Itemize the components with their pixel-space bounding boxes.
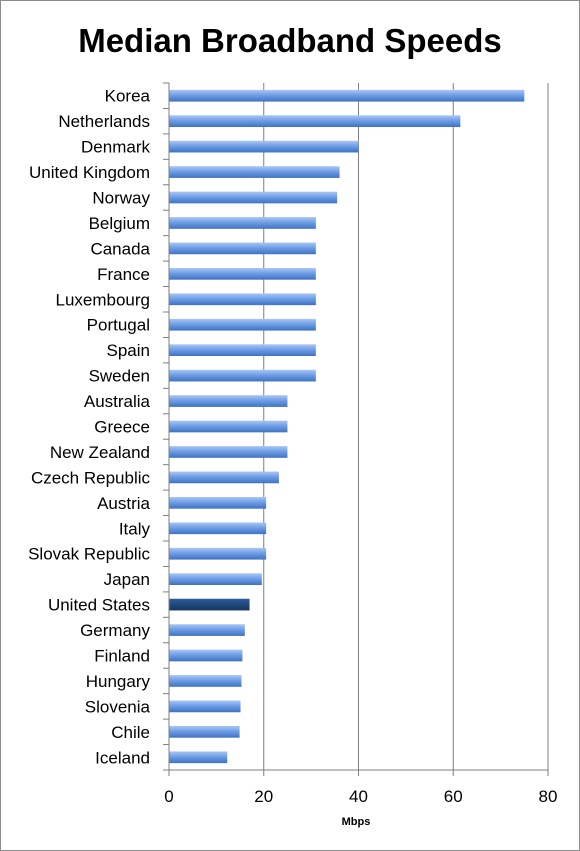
category-label-germany: Germany [80, 621, 150, 640]
category-label-spain: Spain [107, 341, 150, 360]
category-label-belgium: Belgium [89, 214, 150, 233]
bar-netherlands [169, 115, 461, 128]
category-label-finland: Finland [94, 647, 150, 666]
bar-denmark [169, 140, 359, 153]
x-tick-label: 80 [539, 787, 558, 806]
bar-italy [169, 522, 267, 535]
bar-greece [169, 420, 288, 433]
bar-hungary [169, 675, 242, 687]
category-label-portugal: Portugal [87, 316, 150, 335]
bar-australia [169, 395, 288, 407]
bar-chile [169, 725, 240, 738]
category-label-chile: Chile [111, 723, 150, 742]
category-label-iceland: Iceland [95, 748, 150, 767]
category-label-united-kingdom: United Kingdom [29, 163, 150, 182]
category-label-canada: Canada [90, 239, 150, 258]
category-label-norway: Norway [92, 189, 150, 208]
x-axis-label: Mbps [342, 816, 371, 828]
bar-slovak-republic [169, 547, 267, 560]
x-tick-labels: 0 20 40 60 80 [164, 787, 557, 806]
category-label-united-states: United States [48, 596, 150, 615]
bar-norway [169, 191, 338, 204]
x-tick-label: 20 [254, 787, 273, 806]
category-label-netherlands: Netherlands [58, 112, 150, 131]
bar-spain [169, 344, 316, 357]
bar-austria [169, 496, 267, 509]
bar-new-zealand [169, 446, 288, 458]
category-label-sweden: Sweden [89, 367, 150, 386]
bar-france [169, 267, 316, 280]
chart-title: Median Broadband Speeds [78, 22, 502, 59]
x-tick-label: 0 [164, 787, 173, 806]
category-label-czech-republic: Czech Republic [31, 468, 151, 487]
category-label-luxembourg: Luxembourg [55, 290, 150, 309]
category-label-new-zealand: New Zealand [50, 443, 150, 462]
bar-united-states [169, 598, 250, 611]
category-label-italy: Italy [119, 519, 151, 538]
bar-portugal [169, 318, 316, 331]
bar-slovenia [169, 700, 241, 713]
category-label-hungary: Hungary [86, 672, 151, 691]
bar-iceland [169, 751, 228, 764]
category-label-australia: Australia [84, 392, 151, 411]
bar-finland [169, 649, 243, 662]
category-label-denmark: Denmark [81, 138, 150, 157]
x-tick-label: 60 [444, 787, 463, 806]
bar-czech-republic [169, 471, 279, 484]
category-label-greece: Greece [94, 418, 150, 437]
bar-germany [169, 624, 245, 636]
bar-korea [169, 89, 525, 102]
category-label-slovenia: Slovenia [85, 697, 151, 716]
bar-japan [169, 573, 262, 586]
category-label-japan: Japan [104, 570, 150, 589]
bar-belgium [169, 217, 316, 229]
category-labels: Korea Netherlands Denmark United Kingdom Nor… [28, 87, 150, 768]
bar-luxembourg [169, 293, 316, 306]
category-label-korea: Korea [105, 87, 151, 106]
bars [169, 89, 525, 764]
bar-canada [169, 242, 316, 255]
bar-united-kingdom [169, 166, 340, 178]
x-tick-label: 40 [349, 787, 368, 806]
gridlines [263, 83, 549, 770]
axes [163, 82, 549, 776]
bar-sweden [169, 369, 316, 382]
category-label-france: France [97, 265, 150, 284]
category-label-austria: Austria [97, 494, 150, 513]
category-label-slovak-republic: Slovak Republic [28, 545, 150, 564]
